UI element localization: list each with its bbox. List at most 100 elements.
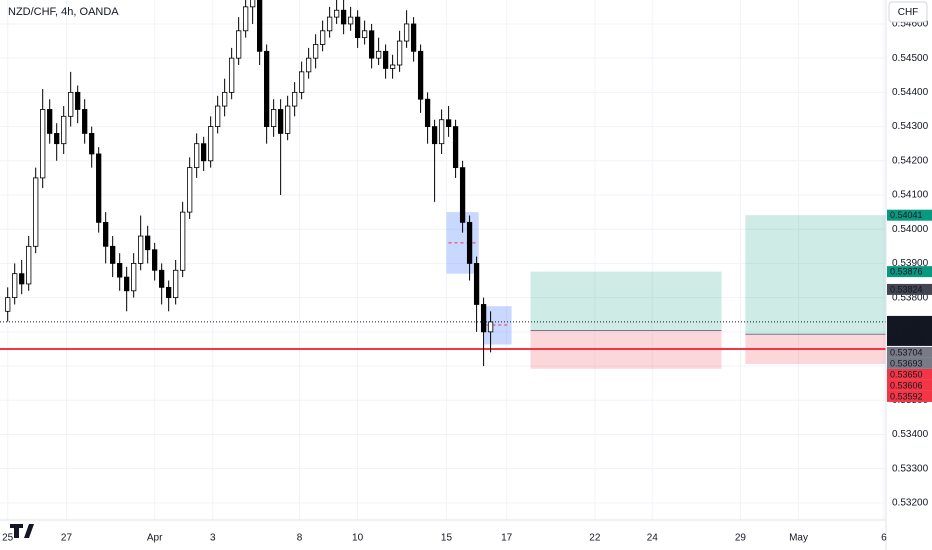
candles (5, 0, 494, 367)
y-tick-label: 0.54500 (892, 53, 929, 64)
candle-body (96, 153, 102, 223)
candle-body (264, 50, 270, 127)
y-tick-label: 0.53900 (892, 258, 929, 269)
candle-body (47, 109, 53, 134)
candle-body (82, 109, 88, 134)
currency-label[interactable]: CHF (898, 7, 919, 18)
price-label-box (887, 379, 932, 391)
candle-body (347, 16, 354, 25)
price-label: 0.53592 (890, 391, 923, 401)
x-tick-label: 8 (297, 533, 303, 544)
candle-body (19, 273, 25, 285)
candle-body (396, 40, 403, 66)
drawings (0, 212, 886, 369)
y-tick-label: 0.54200 (892, 155, 929, 166)
candle-body (54, 133, 60, 145)
candle-body (145, 235, 151, 251)
profit-zone (745, 215, 886, 335)
candle-body (208, 126, 214, 162)
candle-body (270, 109, 277, 127)
candle-body (312, 44, 319, 59)
candle-body (61, 115, 67, 145)
candle-body (89, 133, 95, 155)
price-label: 0.53606 (890, 380, 923, 390)
price-label: 0.53650 (890, 369, 923, 379)
candle-body (5, 297, 11, 312)
candle-body (250, 0, 256, 8)
price-label: 0.54041 (890, 210, 923, 220)
x-tick-label: 22 (589, 533, 601, 544)
x-tick-label: 3 (210, 533, 216, 544)
x-tick-label: 29 (735, 533, 747, 544)
candle-body (326, 16, 333, 32)
candle-body (194, 143, 200, 169)
candle-body (361, 30, 368, 39)
candle-body (236, 30, 242, 59)
price-label: 0.53876 (890, 267, 923, 277)
price-label: 0.53693 (890, 358, 923, 368)
candle-body (33, 177, 39, 247)
candle-body (138, 235, 144, 264)
y-tick-label: 0.54000 (892, 224, 929, 235)
y-tick-label: 0.53800 (892, 292, 929, 303)
candle-body (26, 245, 32, 285)
candle-body (354, 16, 361, 39)
chart-title: NZD/CHF, 4h, OANDA (8, 6, 119, 18)
candle-body (319, 30, 326, 45)
candle-body (445, 119, 452, 127)
candle-body (403, 23, 410, 42)
price-label-box (887, 283, 932, 295)
candle-body (110, 245, 116, 264)
price-label: 0.53704 (890, 347, 923, 357)
candle-body (75, 91, 81, 110)
candle-body (459, 167, 466, 223)
x-tick-label: 25 (2, 533, 14, 544)
candle-body (382, 50, 389, 69)
y-tick-label: 0.53400 (892, 429, 929, 440)
candle-body (452, 126, 459, 169)
candle-body (117, 263, 123, 278)
candle-body (438, 119, 445, 145)
candle-body (466, 221, 473, 264)
price-label-box (887, 357, 932, 369)
candle-body (340, 9, 347, 25)
candle-body (410, 23, 417, 52)
candle-body (424, 98, 431, 127)
candle-body (417, 50, 424, 100)
candle-body (257, 0, 263, 52)
candle-body (222, 91, 228, 107)
currency-button[interactable] (888, 1, 928, 23)
x-tick-label: 10 (352, 533, 364, 544)
candle-body (40, 109, 46, 179)
price-label-box (887, 346, 932, 358)
axes: 0.532000.533000.534000.535000.536000.537… (2, 19, 932, 544)
candle-body (277, 109, 284, 134)
x-tick-label: May (789, 533, 808, 544)
logo-mark (10, 524, 34, 538)
y-tick-label: 0.54400 (892, 87, 929, 98)
candle-body (68, 91, 74, 117)
candle-body (201, 143, 207, 162)
profit-zone (530, 271, 722, 331)
logo (10, 524, 34, 538)
y-tick-label: 0.54300 (892, 121, 929, 132)
candle-body (166, 286, 172, 299)
current-change: -0.15% (890, 325, 919, 335)
candle-body (187, 167, 193, 213)
price-label: 0.53824 (890, 284, 923, 294)
candle-body (298, 71, 305, 93)
y-tick-label: 0.54600 (892, 19, 929, 30)
candle-body (180, 211, 186, 271)
candle-body (229, 57, 235, 93)
candle-body (215, 105, 221, 127)
x-tick-label: 15 (441, 533, 453, 544)
candle-body (389, 64, 396, 69)
y-tick-label: 0.53200 (892, 498, 929, 509)
y-tick-label: 0.54100 (892, 190, 929, 201)
candle-body (152, 249, 158, 271)
candle-body (291, 91, 298, 107)
x-tick-label: 24 (647, 533, 659, 544)
